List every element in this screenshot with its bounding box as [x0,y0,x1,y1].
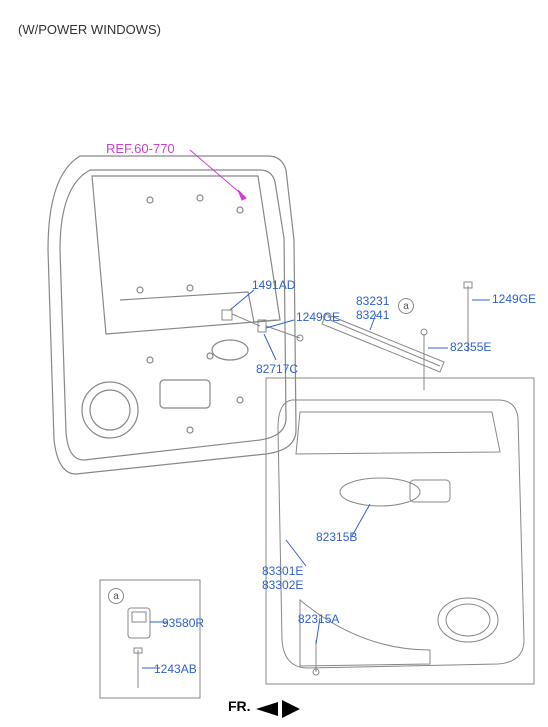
detail-marker-a-top: a [398,298,414,314]
label-1491AD: 1491AD [252,278,295,292]
label-83302E: 83302E [262,578,303,592]
label-82717C: 82717C [256,362,298,376]
detail-marker-a-box: a [108,588,124,604]
label-82315A: 82315A [298,612,339,626]
label-1249GE-1: 1249GE [296,310,340,324]
label-82315B: 82315B [316,530,357,544]
label-83301E: 83301E [262,564,303,578]
label-1249GE-2: 1249GE [492,292,536,306]
label-93580R: 93580R [162,616,204,630]
ref-label: REF.60-770 [106,141,175,156]
fr-label: FR. [228,698,251,714]
label-83241: 83241 [356,308,389,322]
label-83231: 83231 [356,294,389,308]
label-82355E: 82355E [450,340,491,354]
label-1243AB: 1243AB [154,662,197,676]
